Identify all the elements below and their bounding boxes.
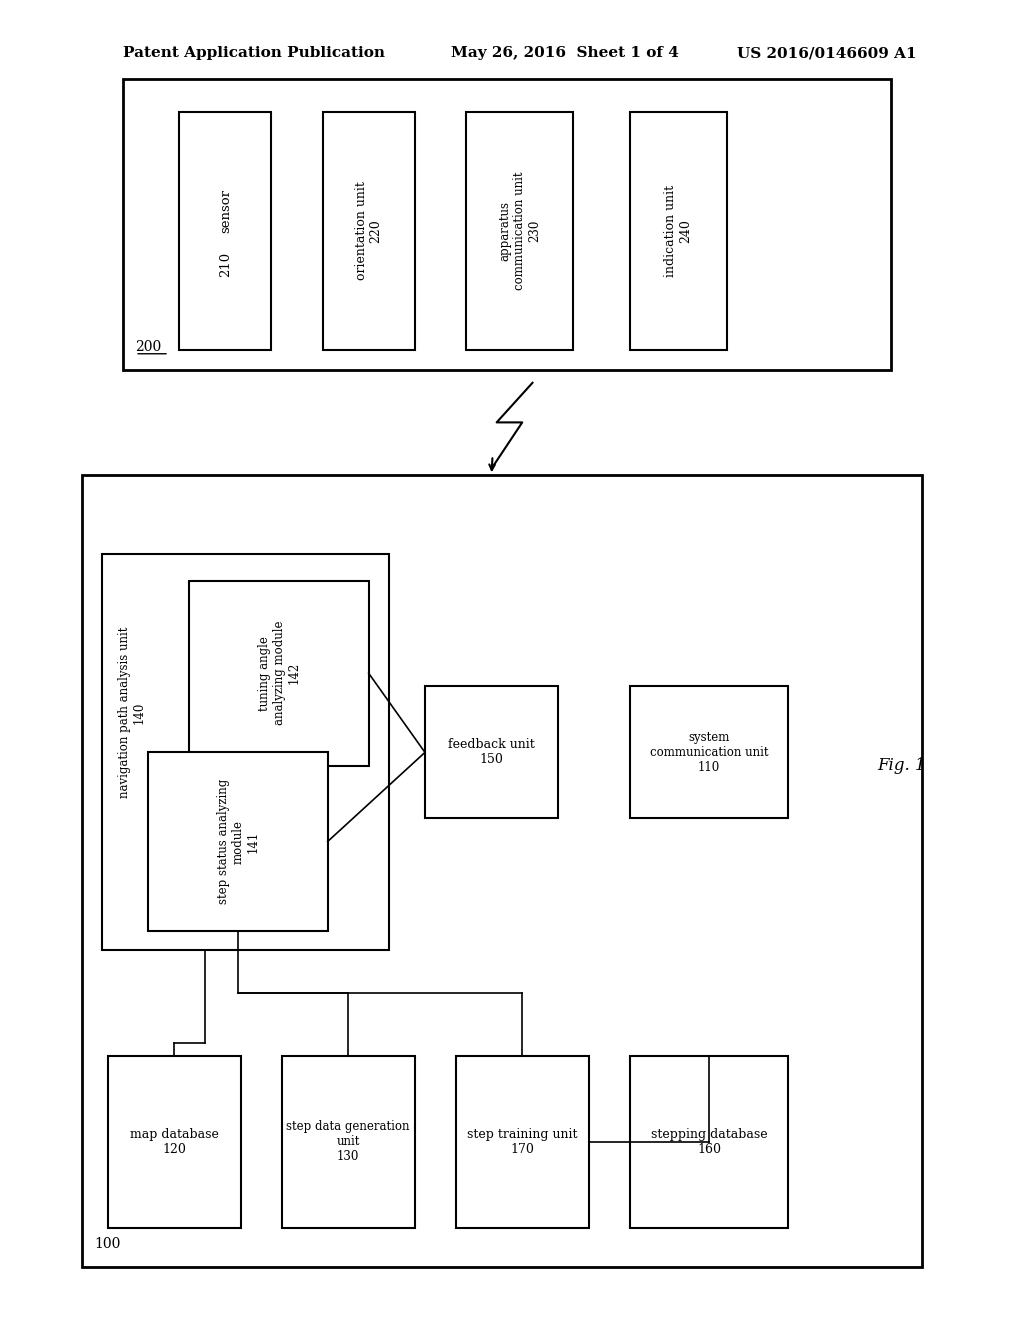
Text: feedback unit
150: feedback unit 150 xyxy=(449,738,535,767)
FancyBboxPatch shape xyxy=(189,581,369,766)
Text: US 2016/0146609 A1: US 2016/0146609 A1 xyxy=(737,46,916,61)
Text: step training unit
170: step training unit 170 xyxy=(467,1127,578,1156)
FancyBboxPatch shape xyxy=(108,1056,241,1228)
FancyBboxPatch shape xyxy=(323,112,415,350)
Text: indication unit
240: indication unit 240 xyxy=(665,185,692,277)
Text: navigation path analysis unit
140: navigation path analysis unit 140 xyxy=(118,627,145,799)
Text: orientation unit
220: orientation unit 220 xyxy=(354,182,383,280)
Text: 100: 100 xyxy=(94,1237,121,1251)
FancyBboxPatch shape xyxy=(630,112,727,350)
Text: 200: 200 xyxy=(135,339,162,354)
FancyBboxPatch shape xyxy=(123,79,891,370)
FancyBboxPatch shape xyxy=(282,1056,415,1228)
Text: 210: 210 xyxy=(219,251,231,277)
Text: system
communication unit
110: system communication unit 110 xyxy=(650,731,768,774)
Text: stepping database
160: stepping database 160 xyxy=(651,1127,767,1156)
FancyBboxPatch shape xyxy=(630,1056,788,1228)
Text: map database
120: map database 120 xyxy=(130,1127,218,1156)
Text: sensor: sensor xyxy=(219,189,231,234)
Text: step status analyzing
module
141: step status analyzing module 141 xyxy=(217,779,259,904)
Text: Fig. 1: Fig. 1 xyxy=(877,758,926,774)
FancyBboxPatch shape xyxy=(425,686,558,818)
FancyBboxPatch shape xyxy=(630,686,788,818)
Text: step data generation
unit
130: step data generation unit 130 xyxy=(287,1121,410,1163)
FancyBboxPatch shape xyxy=(179,112,271,350)
Text: May 26, 2016  Sheet 1 of 4: May 26, 2016 Sheet 1 of 4 xyxy=(451,46,679,61)
FancyBboxPatch shape xyxy=(148,752,328,931)
FancyBboxPatch shape xyxy=(102,554,389,950)
Text: tuning angle
analyzing module
142: tuning angle analyzing module 142 xyxy=(258,620,300,726)
FancyBboxPatch shape xyxy=(82,475,922,1267)
Text: apparatus
communication unit
230: apparatus communication unit 230 xyxy=(499,172,541,290)
Text: Patent Application Publication: Patent Application Publication xyxy=(123,46,385,61)
FancyBboxPatch shape xyxy=(466,112,573,350)
FancyBboxPatch shape xyxy=(456,1056,589,1228)
